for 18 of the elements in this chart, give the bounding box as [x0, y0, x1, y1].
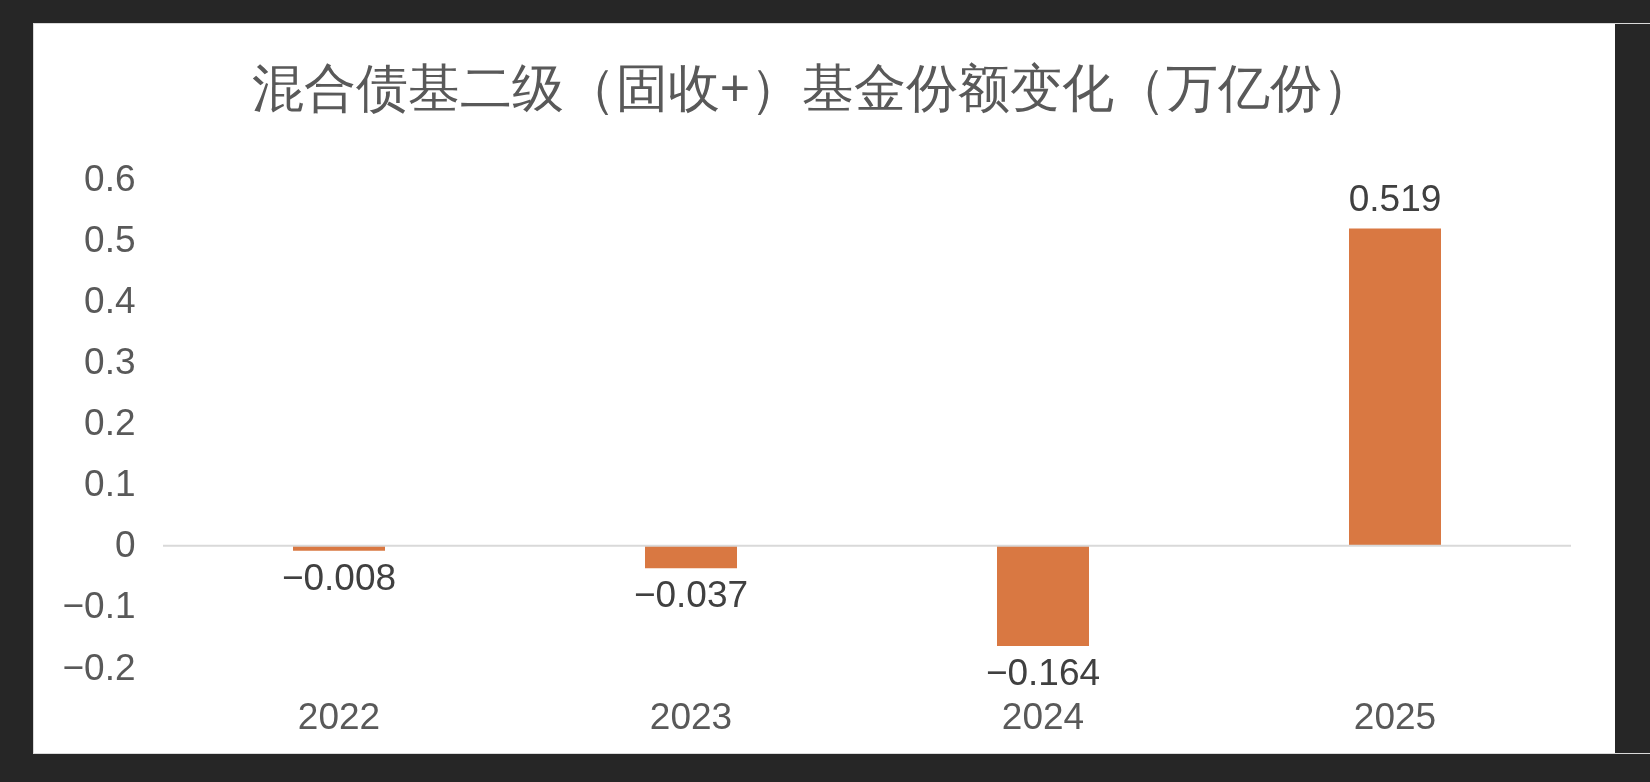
y-tick-label: 0.1 — [84, 463, 136, 505]
y-tick-label: −0.2 — [62, 646, 136, 688]
data-label: −0.164 — [985, 651, 1101, 693]
x-tick-label: 2025 — [1353, 695, 1437, 737]
data-label: 0.519 — [1348, 177, 1442, 219]
x-tick-label: 2023 — [649, 695, 733, 737]
y-tick-label: 0.6 — [84, 157, 136, 199]
data-label: −0.008 — [281, 556, 397, 598]
y-tick-label: 0.2 — [84, 402, 136, 443]
data-label: −0.037 — [633, 574, 749, 616]
y-tick-label: 0.4 — [84, 279, 136, 321]
y-tick-label: 0 — [114, 524, 136, 566]
y-tick-label: 0.5 — [84, 218, 136, 260]
y-tick-label: −0.1 — [62, 585, 136, 627]
x-tick-label: 2024 — [1001, 695, 1085, 737]
x-tick-label: 2022 — [297, 695, 381, 737]
y-tick-label: 0.3 — [84, 340, 136, 382]
chart-title: 混合债基二级（固收+）基金份额变化（万亿份） — [251, 59, 1375, 117]
